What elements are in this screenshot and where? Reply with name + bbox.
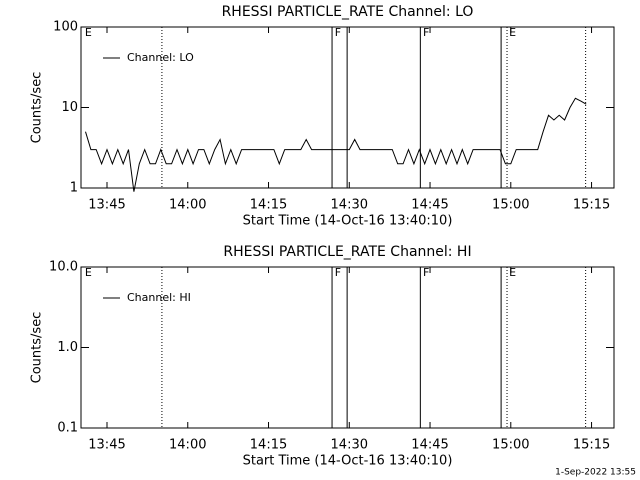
x-tick-label: 13:45 (88, 198, 125, 213)
x-tick-label: 14:45 (411, 198, 448, 213)
y-tick-label: 1 (70, 181, 78, 196)
y-tick-label: 100 (53, 20, 78, 35)
x-tick-label: 14:15 (250, 198, 287, 213)
x-tick-label: 14:00 (169, 198, 206, 213)
y-tick-label: 10.0 (49, 260, 78, 275)
annotation: E (85, 26, 92, 39)
x-tick-label: 14:30 (331, 198, 368, 213)
annotation: E (509, 26, 516, 39)
x-tick-label: 15:15 (573, 198, 610, 213)
x-tick-label: 14:15 (250, 438, 287, 453)
x-tick-label: 14:30 (331, 438, 368, 453)
y-axis-label: Counts/sec (30, 312, 45, 384)
x-axis-label: Start Time (14-Oct-16 13:40:10) (243, 454, 453, 469)
chart-title: RHESSI PARTICLE_RATE Channel: LO (222, 4, 474, 20)
x-tick-label: 15:00 (492, 438, 529, 453)
x-tick-label: 14:00 (169, 438, 206, 453)
y-tick-label: 1.0 (57, 340, 78, 355)
annotation: E (85, 266, 92, 279)
annotation: F (423, 26, 429, 39)
x-tick-label: 15:00 (492, 198, 529, 213)
annotation: F (335, 266, 341, 279)
y-tick-label: 0.1 (57, 421, 78, 436)
y-axis-label: Counts/sec (30, 72, 45, 144)
chart-title: RHESSI PARTICLE_RATE Channel: HI (223, 244, 471, 260)
x-axis-label: Start Time (14-Oct-16 13:40:10) (243, 214, 453, 229)
data-line (85, 97, 587, 192)
x-tick-label: 15:15 (573, 438, 610, 453)
annotation: F (423, 266, 429, 279)
x-tick-label: 14:45 (411, 438, 448, 453)
legend-label: Channel: LO (127, 51, 194, 64)
y-tick-label: 10 (61, 100, 78, 115)
legend-label: Channel: HI (127, 291, 191, 304)
footer: 1-Sep-2022 13:55 (555, 468, 636, 478)
annotation: F (335, 26, 341, 39)
annotation: E (509, 266, 516, 279)
x-tick-label: 13:45 (88, 438, 125, 453)
